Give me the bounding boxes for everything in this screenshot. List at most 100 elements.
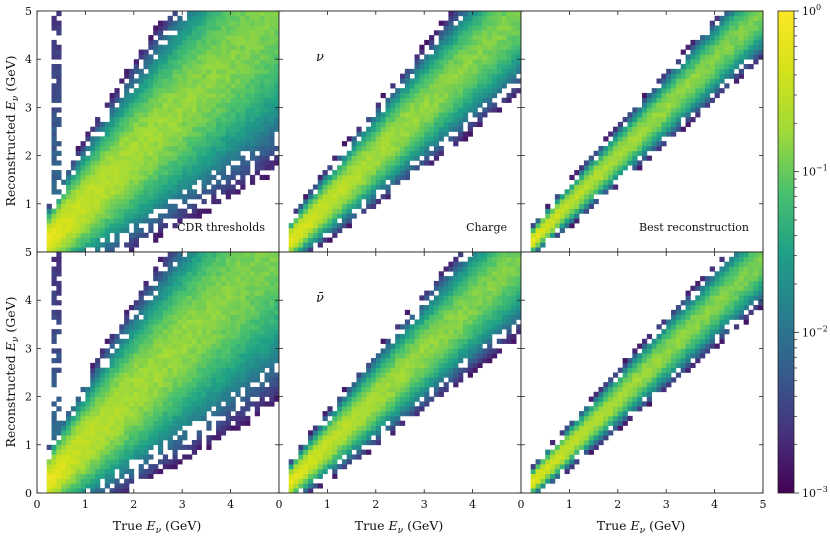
heatmap-cell	[274, 343, 280, 349]
heatmap-cell	[148, 367, 154, 373]
heatmap-cell	[414, 377, 420, 383]
heatmap-cell	[99, 439, 106, 446]
heatmap-cell	[51, 290, 57, 296]
heatmap-cell	[109, 430, 115, 436]
heatmap-cell	[143, 319, 149, 325]
heatmap-cell	[51, 247, 57, 253]
heatmap-cell	[264, 252, 270, 258]
heatmap-cell	[158, 358, 164, 364]
heatmap-cell	[254, 324, 260, 330]
heatmap-cell	[695, 54, 701, 60]
heatmap-cell	[230, 136, 236, 142]
heatmap-cell	[656, 126, 662, 132]
heatmap-cell	[133, 150, 139, 156]
heatmap-cell	[167, 39, 173, 46]
heatmap-cell	[366, 435, 372, 441]
heatmap-cell	[545, 223, 551, 229]
heatmap-cell	[259, 73, 265, 79]
heatmap-cell	[158, 223, 164, 229]
heatmap-cell	[99, 449, 106, 455]
heatmap-cell	[332, 459, 338, 465]
heatmap-cell	[167, 348, 173, 354]
heatmap-cell	[80, 218, 86, 224]
heatmap-cell	[158, 170, 164, 176]
heatmap-cell	[245, 39, 251, 46]
heatmap-cell	[458, 49, 464, 55]
heatmap-cell	[158, 73, 164, 79]
heatmap-cell	[153, 377, 159, 383]
heatmap-cell	[274, 261, 280, 267]
heatmap-cell	[356, 165, 362, 171]
heatmap-cell	[167, 73, 173, 79]
heatmap-cell	[66, 473, 72, 479]
heatmap-cell	[516, 25, 522, 31]
heatmap-cell	[153, 68, 159, 75]
heatmap-cell	[153, 150, 159, 156]
heatmap-cell	[124, 430, 130, 436]
heatmap-cell	[75, 165, 81, 171]
heatmap-cell	[579, 203, 585, 209]
heatmap-cell	[225, 382, 231, 388]
heatmap-cell	[254, 92, 260, 99]
heatmap-cell	[724, 35, 730, 41]
heatmap-cell	[177, 112, 183, 118]
heatmap-cell	[264, 155, 270, 161]
heatmap-cell	[337, 449, 343, 455]
heatmap-cell	[133, 242, 139, 248]
heatmap-cell	[259, 338, 265, 344]
heatmap-cell	[535, 232, 541, 238]
heatmap-cell	[264, 25, 270, 31]
heatmap-cell	[51, 218, 57, 224]
heatmap-cell	[75, 223, 81, 229]
heatmap-cell	[724, 83, 730, 89]
heatmap-cell	[240, 314, 246, 320]
heatmap-cell	[588, 189, 594, 195]
heatmap-cell	[51, 488, 57, 494]
heatmap-cell	[191, 256, 198, 262]
heatmap-cell	[167, 155, 173, 161]
heatmap-cell	[191, 30, 198, 36]
heatmap-cell	[438, 92, 444, 99]
heatmap-cell	[206, 367, 212, 373]
heatmap-cell	[748, 39, 754, 46]
heatmap-cell	[511, 39, 517, 46]
heatmap-cell	[109, 449, 115, 455]
heatmap-cell	[579, 184, 585, 190]
heatmap-cell	[414, 155, 420, 161]
heatmap-cell	[274, 358, 280, 364]
heatmap-cell	[235, 386, 241, 393]
heatmap-cell	[211, 112, 217, 118]
heatmap-cell	[298, 459, 304, 465]
heatmap-cell	[249, 319, 256, 325]
heatmap-cell	[167, 386, 173, 393]
heatmap-cell	[317, 174, 323, 181]
heatmap-cell	[133, 165, 139, 171]
heatmap-cell	[99, 425, 106, 431]
heatmap-cell	[177, 300, 183, 306]
heatmap-cell	[119, 136, 125, 142]
heatmap-cell	[380, 391, 386, 397]
heatmap-cell	[90, 473, 96, 479]
heatmap-cell	[211, 11, 217, 17]
heatmap-cell	[172, 362, 178, 369]
heatmap-cell	[61, 449, 67, 455]
heatmap-cell	[240, 415, 246, 422]
heatmap-cell	[235, 261, 241, 267]
heatmap-cell	[104, 468, 110, 475]
heatmap-cell	[191, 208, 198, 214]
heatmap-cell	[487, 64, 493, 70]
heatmap-cell	[424, 155, 430, 161]
heatmap-cell	[138, 49, 144, 55]
heatmap-cell	[259, 295, 265, 301]
heatmap-cell	[249, 88, 256, 94]
heatmap-cell	[375, 377, 381, 383]
heatmap-cell	[172, 386, 178, 393]
heatmap-cell	[322, 170, 328, 176]
heatmap-cell	[274, 382, 280, 388]
heatmap-cell	[274, 92, 280, 99]
heatmap-cell	[124, 198, 130, 205]
heatmap-cell	[414, 411, 420, 417]
heatmap-cell	[375, 107, 381, 113]
heatmap-cell	[206, 309, 212, 316]
heatmap-cell	[119, 112, 125, 118]
